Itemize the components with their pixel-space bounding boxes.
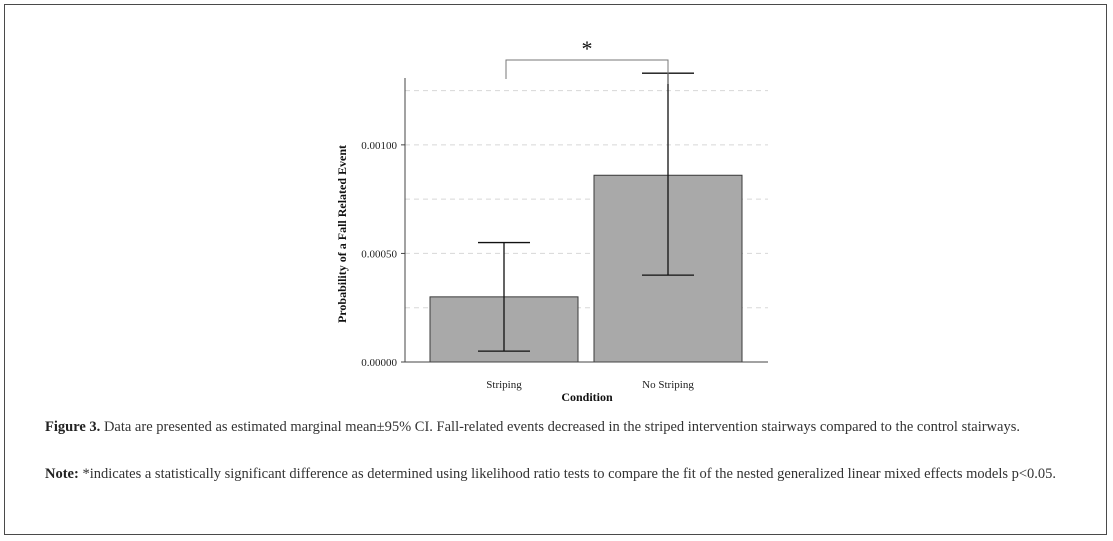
error-bars	[478, 72, 694, 352]
figure-text: Data are presented as estimated marginal…	[103, 419, 1020, 435]
significance-marker: *	[582, 36, 593, 61]
significance-bracket: *	[505, 36, 669, 84]
x-category-label: Striping	[486, 379, 522, 391]
y-tick-label: 0.00000	[361, 357, 397, 369]
y-tick-labels: 0.00000 0.00050 0.00100	[361, 140, 405, 369]
y-axis-title: Probability of a Fall Related Event	[335, 145, 349, 323]
figure-note: Note: *indicates a statistically signifi…	[45, 463, 1065, 485]
x-category-labels: Striping No Striping	[486, 379, 694, 391]
note-text: *indicates a statistically significant d…	[82, 466, 1057, 482]
grid-lines	[405, 90, 768, 309]
significance-line	[505, 59, 669, 84]
figure-frame	[4, 4, 1107, 535]
figure-label: Figure 3.	[45, 419, 101, 435]
note-label: Note:	[45, 466, 79, 482]
figure-caption: Figure 3. Data are presented as estimate…	[45, 416, 1065, 438]
x-axis-title: Condition	[561, 390, 613, 404]
bar-chart: 0.00000 0.00050 0.00100 Striping No Stripin…	[335, 36, 768, 404]
x-category-label: No Striping	[642, 379, 694, 391]
bars	[429, 174, 743, 363]
y-tick-label: 0.00100	[361, 140, 397, 152]
y-tick-label: 0.00050	[361, 248, 397, 260]
